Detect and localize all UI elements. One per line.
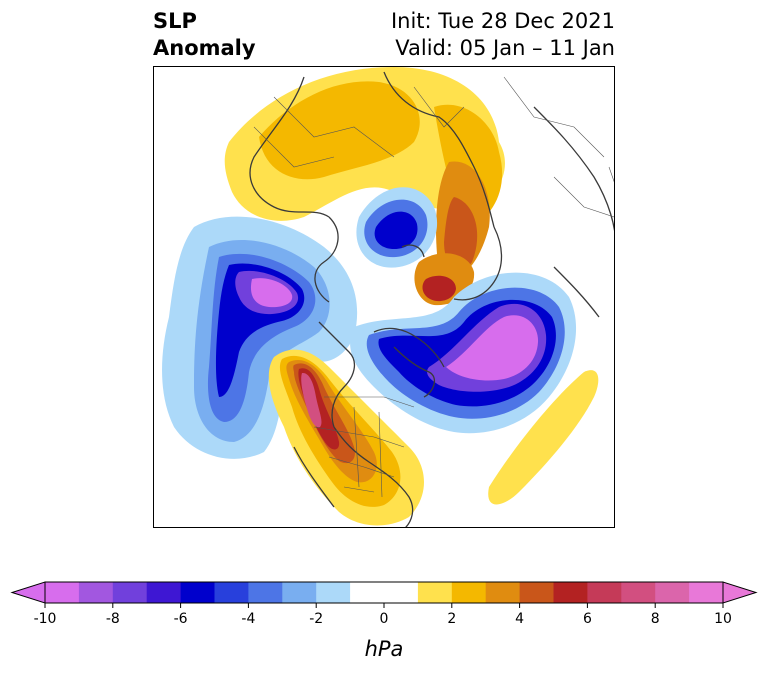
colorbar-segment (180, 582, 215, 603)
map-title-variable-block: SLP Anomaly (153, 8, 256, 62)
colorbar-tick-label: -4 (241, 611, 255, 627)
colorbar-segment (655, 582, 690, 603)
positive-anomaly-central-atlantic (488, 370, 599, 505)
colorbar-segment (384, 582, 419, 603)
colorbar: -10 -8 -6 -4 -2 0 2 4 6 8 10 hPa (0, 575, 768, 675)
colorbar-tick-label: 2 (447, 611, 456, 627)
colorbar-segment (417, 582, 453, 603)
valid-date-label: Valid: 05 Jan – 11 Jan (395, 36, 615, 60)
coastlines (249, 71, 614, 527)
colorbar-segment (316, 582, 351, 603)
colorbar-tick-label: 10 (714, 611, 732, 627)
colorbar-segment (248, 582, 283, 603)
colorbar-segment (78, 582, 114, 603)
colorbar-segment (350, 582, 385, 603)
colorbar-segment (621, 582, 656, 603)
map-title-dates-block: Init: Tue 28 Dec 2021 Valid: 05 Jan – 11… (391, 8, 615, 62)
colorbar-segment (485, 582, 521, 603)
colorbar-tick-label: 4 (515, 611, 524, 627)
colorbar-tick-label: -10 (34, 611, 57, 627)
colorbar-tick-label: -2 (309, 611, 323, 627)
negative-anomaly-arctic (356, 187, 438, 268)
colorbar-extend-min (10, 581, 46, 604)
colorbar-segment (587, 582, 622, 603)
colorbar-extend-max (722, 581, 758, 604)
colorbar-segment (519, 582, 554, 603)
colorbar-tick-label: -8 (106, 611, 120, 627)
colorbar-tick-label: -6 (174, 611, 188, 627)
colorbar-segment (214, 582, 249, 603)
init-date-label: Init: Tue 28 Dec 2021 (390, 9, 615, 33)
colorbar-tick-label: 8 (651, 611, 660, 627)
colorbar-segment (689, 582, 724, 603)
anomaly-map (153, 66, 615, 528)
political-borders (253, 76, 614, 498)
negative-anomaly-north-atlantic (350, 272, 577, 434)
colorbar-segment (282, 582, 317, 603)
colorbar-segment (553, 582, 588, 603)
colorbar-unit-label: hPa (365, 637, 404, 661)
colorbar-tick-label: 0 (380, 611, 389, 627)
negative-anomaly-north-pacific (162, 216, 358, 459)
colorbar-segment (146, 582, 182, 603)
colorbar-segment (112, 582, 148, 603)
map-title-variable: SLP (153, 9, 197, 33)
colorbar-segment (45, 582, 80, 603)
colorbar-segment (451, 582, 487, 603)
map-title-kind: Anomaly (153, 36, 256, 60)
colorbar-tick-label: 6 (583, 611, 592, 627)
